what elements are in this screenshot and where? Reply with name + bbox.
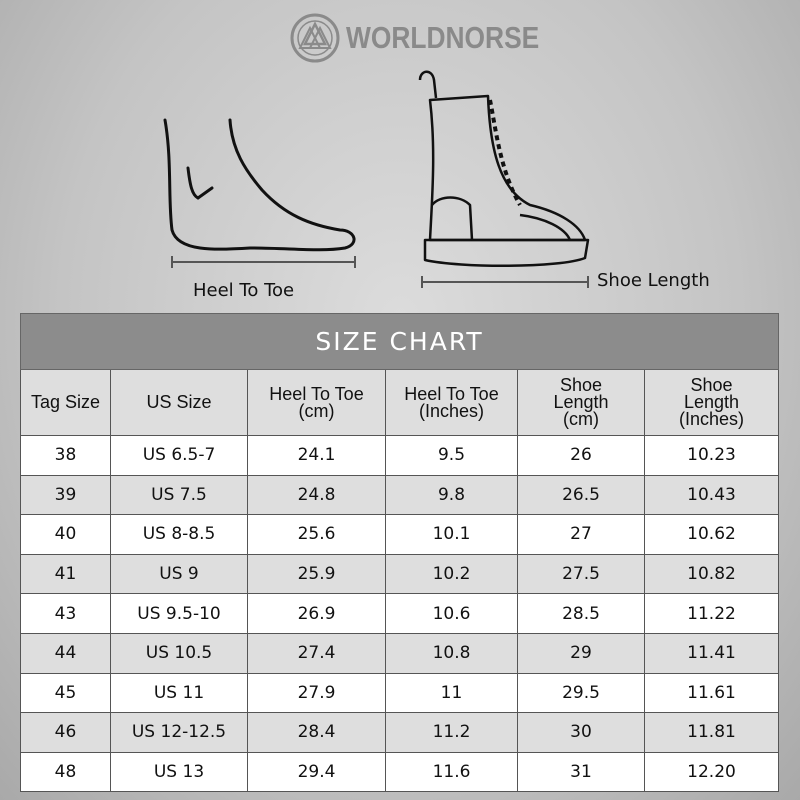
brand-name: WORLDNORSE — [346, 20, 540, 55]
table-cell: 27.5 — [517, 553, 645, 595]
table-cell: 43 — [20, 593, 111, 634]
table-cell: US 12-12.5 — [110, 712, 248, 753]
table-cell: 11.2 — [385, 712, 518, 753]
table-body: 38 US 6.5-7 24.1 9.5 26 10.23 39 US 7.5 24.8 9.8 2… — [20, 435, 780, 793]
table-cell: US 9.5-10 — [110, 593, 248, 634]
table-cell: 25.6 — [247, 514, 386, 555]
column-header: Tag Size — [20, 369, 111, 436]
size-chart-title: SIZE CHART — [19, 313, 780, 370]
table-cell: 11.41 — [643, 632, 780, 674]
table-row: 43 US 9.5-10 26.9 10.6 28.5 11.22 — [20, 593, 780, 634]
table-cell: 27.9 — [247, 672, 386, 714]
table-cell: 29.5 — [517, 672, 645, 714]
table-cell: 45 — [20, 672, 111, 714]
table-cell: 46 — [20, 712, 111, 753]
table-cell: 29 — [517, 632, 645, 674]
table-cell: US 6.5-7 — [110, 435, 248, 476]
table-cell: 26.9 — [247, 593, 386, 634]
table-cell: 25.9 — [247, 553, 386, 595]
table-row: 40 US 8-8.5 25.6 10.1 27 10.62 — [20, 514, 780, 555]
illustrations — [163, 70, 590, 288]
brand-logo: WORLDNORSE — [290, 13, 573, 63]
table-cell: 27 — [517, 514, 645, 555]
table-cell: 30 — [517, 712, 645, 753]
table-cell: 27.4 — [247, 632, 386, 674]
table-cell: 10.6 — [385, 593, 518, 634]
column-header: Shoe Length (Inches) — [643, 369, 780, 436]
boot-drawing — [418, 70, 590, 268]
table-cell: 31 — [517, 751, 645, 793]
column-header: Heel To Toe (Inches) — [385, 369, 518, 436]
table-cell: US 9 — [110, 553, 248, 595]
table-cell: 41 — [20, 553, 111, 595]
table-cell: 11.6 — [385, 751, 518, 793]
table-cell: 28.4 — [247, 712, 386, 753]
table-cell: US 13 — [110, 751, 248, 793]
shoe-length-label: Shoe Length — [597, 270, 710, 291]
header-row: Tag Size US Size Heel To Toe (cm) Heel To T… — [20, 369, 780, 436]
table-row: 44 US 10.5 27.4 10.8 29 11.41 — [20, 632, 780, 674]
valknut-icon — [290, 13, 340, 63]
size-chart-table: SIZE CHART Tag Size US Size Heel To Toe (c… — [19, 313, 780, 793]
table-cell: 39 — [20, 474, 111, 516]
heel-to-toe-measure-line — [171, 256, 356, 268]
table-cell: 9.8 — [385, 474, 518, 516]
table-cell: 24.8 — [247, 474, 386, 516]
table-cell: US 7.5 — [110, 474, 248, 516]
table-cell: 28.5 — [517, 593, 645, 634]
table-row: 46 US 12-12.5 28.4 11.2 30 11.81 — [20, 712, 780, 753]
table-cell: 10.23 — [643, 435, 780, 476]
table-cell: US 10.5 — [110, 632, 248, 674]
table-cell: US 11 — [110, 672, 248, 714]
table-cell: 11.61 — [643, 672, 780, 714]
table-row: 41 US 9 25.9 10.2 27.5 10.82 — [20, 553, 780, 595]
table-cell: 10.43 — [643, 474, 780, 516]
column-header: US Size — [110, 369, 248, 436]
column-header: Heel To Toe (cm) — [247, 369, 386, 436]
table-cell: 24.1 — [247, 435, 386, 476]
table-cell: 11 — [385, 672, 518, 714]
heel-to-toe-label: Heel To Toe — [193, 280, 295, 301]
shoe-length-measure-line — [421, 276, 589, 288]
table-cell: 40 — [20, 514, 111, 555]
table-cell: 10.82 — [643, 553, 780, 595]
table-cell: 10.2 — [385, 553, 518, 595]
table-cell: 26.5 — [517, 474, 645, 516]
table-cell: 10.62 — [643, 514, 780, 555]
table-cell: 38 — [20, 435, 111, 476]
table-cell: 10.1 — [385, 514, 518, 555]
table-cell: 12.20 — [643, 751, 780, 793]
table-cell: 44 — [20, 632, 111, 674]
table-row: 38 US 6.5-7 24.1 9.5 26 10.23 — [20, 435, 780, 476]
table-row: 45 US 11 27.9 11 29.5 11.61 — [20, 672, 780, 714]
table-cell: 29.4 — [247, 751, 386, 793]
table-cell: 11.81 — [643, 712, 780, 753]
foot-drawing — [163, 118, 356, 252]
table-cell: 10.8 — [385, 632, 518, 674]
table-cell: US 8-8.5 — [110, 514, 248, 555]
table-cell: 9.5 — [385, 435, 518, 476]
table-cell: 26 — [517, 435, 645, 476]
table-row: 48 US 13 29.4 11.6 31 12.20 — [20, 751, 780, 793]
column-header: Shoe Length (cm) — [517, 369, 645, 436]
table-cell: 48 — [20, 751, 111, 793]
table-row: 39 US 7.5 24.8 9.8 26.5 10.43 — [20, 474, 780, 516]
table-cell: 11.22 — [643, 593, 780, 634]
